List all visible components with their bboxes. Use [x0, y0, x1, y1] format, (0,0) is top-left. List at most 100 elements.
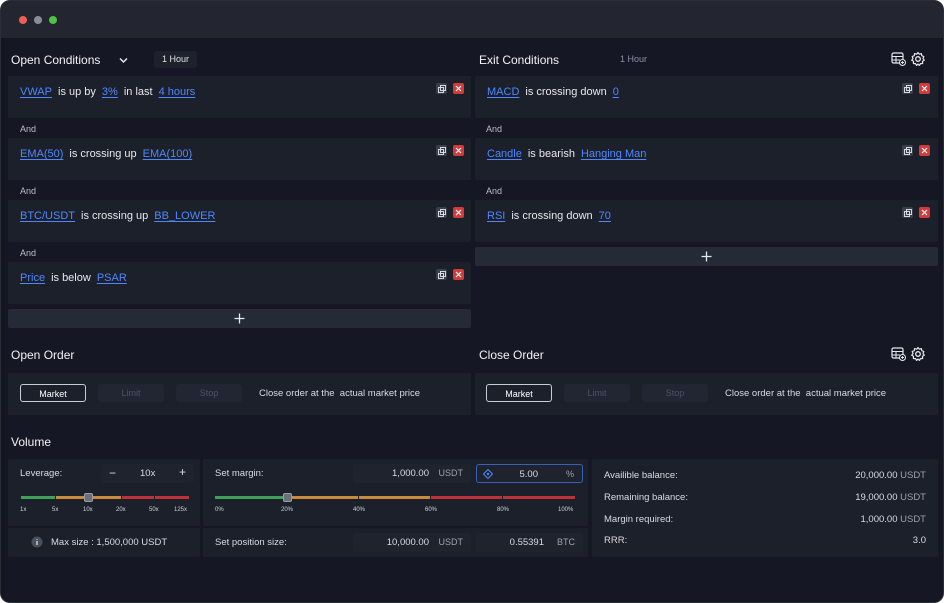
- maximize-window-dot[interactable]: [49, 16, 57, 24]
- leverage-stepper[interactable]: − 10x +: [101, 464, 194, 483]
- open-condition-row: Price is below PSAR: [8, 262, 471, 304]
- condition-value-link[interactable]: BB_LOWER: [154, 210, 216, 222]
- condition-operator: is up by: [58, 86, 96, 98]
- open-order-panel: Market Limit Stop Close order at the act…: [8, 373, 471, 415]
- leverage-slider[interactable]: 1x 5x 10x 20x 50x 125x: [20, 493, 189, 513]
- close-window-dot[interactable]: [19, 16, 27, 24]
- close-order-stop-button[interactable]: Stop: [642, 384, 708, 402]
- copy-icon[interactable]: [902, 207, 913, 218]
- close-icon[interactable]: [919, 207, 930, 218]
- close-icon[interactable]: [919, 83, 930, 94]
- condition-text: RSI is crossing down 70: [487, 210, 611, 222]
- add-exit-condition-button[interactable]: [475, 247, 938, 266]
- margin-slider-thumb[interactable]: [283, 493, 292, 502]
- condition-text: BTC/USDT is crossing up BB_LOWER: [20, 210, 215, 222]
- copy-icon[interactable]: [436, 207, 447, 218]
- leverage-slider-thumb[interactable]: [84, 493, 93, 502]
- exit-conditions-title: Exit Conditions: [479, 53, 560, 67]
- exit-condition-row: MACD is crossing down 0: [475, 76, 938, 118]
- condition-operator: is crossing down: [511, 210, 593, 222]
- percent-unit: %: [565, 469, 574, 479]
- close-icon[interactable]: [453, 83, 464, 94]
- margin-required-value: 1,000.00 USDT: [861, 514, 927, 525]
- table-add-icon[interactable]: [891, 52, 906, 66]
- condition-value-link[interactable]: EMA(100): [142, 148, 193, 160]
- margin-tick: 40%: [353, 507, 366, 513]
- open-condition-row: VWAP is up by 3% in last 4 hours: [8, 76, 471, 118]
- condition-operator: is crossing up: [81, 210, 149, 222]
- condition-indicator-link[interactable]: Candle: [487, 148, 522, 160]
- close-order-limit-button[interactable]: Limit: [564, 384, 630, 402]
- condition-indicator-link[interactable]: EMA(50): [20, 148, 64, 160]
- copy-icon[interactable]: [436, 269, 447, 280]
- close-order-note: Close order at the actual market price: [725, 388, 887, 399]
- and-joiner: And: [20, 248, 37, 258]
- condition-operator: is crossing up: [69, 148, 137, 160]
- balance-unit: USDT: [900, 470, 926, 481]
- leverage-label: Leverage:: [20, 468, 63, 479]
- margin-input[interactable]: 1,000.00 USDT: [353, 464, 471, 483]
- condition-period-link[interactable]: 4 hours: [158, 86, 196, 98]
- gear-icon[interactable]: [910, 51, 926, 67]
- copy-icon[interactable]: [436, 145, 447, 156]
- margin-percent-input[interactable]: 5.00 %: [476, 464, 583, 483]
- leverage-value: 10x: [140, 468, 156, 479]
- margin-tick: 80%: [497, 507, 510, 513]
- condition-indicator-link[interactable]: MACD: [487, 86, 520, 98]
- close-order-market-button[interactable]: Market: [486, 384, 552, 402]
- exit-condition-row: Candle is bearish Hanging Man: [475, 138, 938, 180]
- and-joiner: And: [486, 186, 503, 196]
- open-order-stop-button[interactable]: Stop: [176, 384, 242, 402]
- margin-panel: Set margin: 1,000.00 USDT 5.00 % 0% 20% …: [203, 459, 588, 526]
- condition-value-link[interactable]: Hanging Man: [580, 148, 647, 160]
- minimize-window-dot[interactable]: [34, 16, 42, 24]
- plus-icon: [701, 251, 712, 262]
- open-order-limit-button[interactable]: Limit: [98, 384, 164, 402]
- condition-value-link[interactable]: 70: [598, 210, 611, 222]
- minus-icon[interactable]: −: [109, 466, 117, 480]
- balance-unit: USDT: [900, 492, 926, 503]
- and-joiner: And: [20, 124, 37, 134]
- position-btc-value: 0.55391: [509, 537, 544, 548]
- close-icon[interactable]: [453, 207, 464, 218]
- chevron-down-icon[interactable]: [118, 56, 129, 65]
- open-order-note: Close order at the actual market price: [259, 388, 421, 399]
- open-order-title: Open Order: [11, 348, 75, 362]
- leverage-tick: 50x: [149, 507, 159, 513]
- and-joiner: And: [486, 124, 503, 134]
- condition-text: Price is below PSAR: [20, 272, 127, 284]
- open-timeframe-pill[interactable]: 1 Hour: [154, 51, 198, 68]
- copy-icon[interactable]: [902, 145, 913, 156]
- info-icon: [31, 536, 43, 548]
- open-order-market-button[interactable]: Market: [20, 384, 86, 402]
- condition-indicator-link[interactable]: BTC/USDT: [20, 210, 75, 222]
- gear-icon[interactable]: [910, 346, 926, 362]
- copy-icon[interactable]: [436, 83, 447, 94]
- table-add-icon[interactable]: [891, 347, 906, 361]
- rrr-value: 3.0: [912, 535, 926, 546]
- exit-timeframe-pill[interactable]: 1 Hour: [620, 54, 648, 64]
- max-size-text: Max size : 1,500,000 USDT: [51, 537, 168, 548]
- position-usdt-input[interactable]: 10,000.00 USDT: [353, 533, 471, 552]
- position-size-label: Set position size:: [215, 537, 287, 548]
- copy-icon[interactable]: [902, 83, 913, 94]
- condition-value-link[interactable]: 0: [612, 86, 619, 98]
- plus-icon[interactable]: +: [179, 465, 187, 479]
- leverage-tick: 1x: [20, 507, 27, 513]
- margin-slider[interactable]: 0% 20% 40% 60% 80% 100%: [215, 493, 575, 513]
- leverage-tick: 10x: [83, 507, 93, 513]
- condition-value-link[interactable]: PSAR: [96, 272, 127, 284]
- close-icon[interactable]: [919, 145, 930, 156]
- add-open-condition-button[interactable]: [8, 309, 471, 328]
- title-bar: [1, 1, 943, 38]
- condition-indicator-link[interactable]: VWAP: [20, 86, 52, 98]
- condition-value-link[interactable]: 3%: [101, 86, 118, 98]
- leverage-tick: 125x: [174, 507, 188, 513]
- close-icon[interactable]: [453, 145, 464, 156]
- position-size-panel: Set position size: 10,000.00 USDT 0.5539…: [203, 528, 588, 557]
- condition-indicator-link[interactable]: RSI: [487, 210, 506, 222]
- condition-indicator-link[interactable]: Price: [20, 272, 46, 284]
- position-btc-input[interactable]: 0.55391 BTC: [476, 533, 583, 552]
- remaining-balance-label: Remaining balance:: [604, 492, 688, 503]
- close-icon[interactable]: [453, 269, 464, 280]
